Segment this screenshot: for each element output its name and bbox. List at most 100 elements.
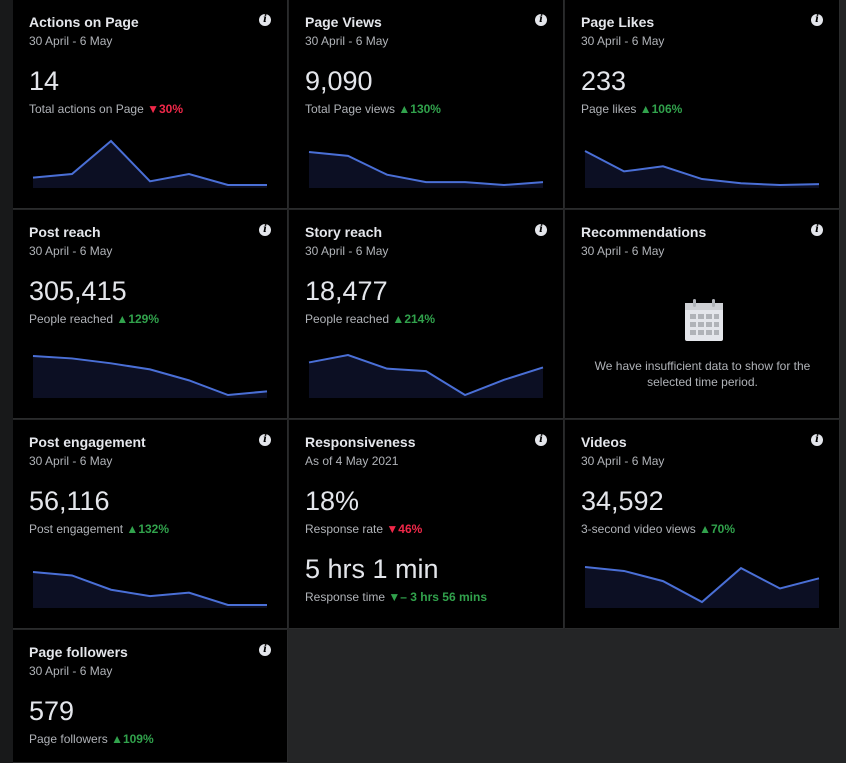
card-title: Page Views — [305, 14, 382, 30]
metric-change: 106% — [651, 102, 683, 116]
empty-state-message: We have insufficient data to show for th… — [594, 359, 811, 389]
trend-down-icon: ▼ — [388, 590, 401, 604]
sparkline-chart — [308, 353, 544, 398]
metric-change: 214% — [404, 312, 436, 326]
metric-change: 109% — [122, 732, 154, 746]
metric-label: Page followers — [29, 732, 108, 746]
trend-up-icon: ▲ — [116, 312, 129, 326]
metric-value: 18,477 — [305, 276, 388, 306]
card-date: 30 April - 6 May — [29, 664, 113, 678]
card-date: 30 April - 6 May — [581, 454, 665, 468]
trend-up-icon: ▲ — [699, 522, 711, 536]
card-actions-on-page[interactable]: Actions on Page i 30 April - 6 May 14 To… — [13, 0, 288, 209]
info-icon[interactable]: i — [535, 14, 547, 26]
trend-up-icon: ▲ — [392, 312, 405, 326]
card-date: 30 April - 6 May — [29, 454, 113, 468]
metric-value: 14 — [29, 66, 60, 96]
info-icon[interactable]: i — [811, 434, 823, 446]
metric-label-row: Total actions on Page ▼30% — [29, 102, 183, 116]
card-title: Page Likes — [581, 14, 655, 30]
info-icon[interactable]: i — [535, 224, 547, 236]
metric-value: 56,116 — [29, 486, 110, 516]
metric-label: Total Page views — [305, 102, 396, 116]
card-responsiveness[interactable]: Responsiveness i As of 4 May 2021 18% Re… — [289, 420, 564, 629]
metric-label: Post engagement — [29, 522, 124, 536]
card-story-reach[interactable]: Story reach i 30 April - 6 May 18,477 Pe… — [289, 210, 564, 419]
card-post-reach[interactable]: Post reach i 30 April - 6 May 305,415 Pe… — [13, 210, 288, 419]
card-title: Videos — [581, 434, 627, 450]
metric-label: 3-second video views — [581, 522, 696, 536]
card-page-likes[interactable]: Page Likes i 30 April - 6 May 233 Page l… — [565, 0, 840, 209]
metric-label-row: People reached ▲214% — [305, 312, 435, 326]
trend-up-icon: ▲ — [111, 732, 123, 746]
trend-up-icon: ▲ — [639, 102, 652, 116]
metric-label-row: People reached ▲129% — [29, 312, 159, 326]
response-time-row: Response time ▼– 3 hrs 56 mins — [305, 590, 487, 604]
metric-label-row: Total Page views ▲130% — [305, 102, 441, 116]
sparkline-area — [585, 151, 819, 188]
card-page-followers[interactable]: Page followers i 30 April - 6 May 579 Pa… — [13, 630, 288, 763]
metric-label: People reached — [29, 312, 114, 326]
card-videos[interactable]: Videos i 30 April - 6 May 34,592 3-secon… — [565, 420, 840, 629]
sparkline-chart — [32, 139, 268, 188]
metric-change: 30% — [158, 102, 184, 116]
metric-label-row: Response rate ▼46% — [305, 522, 422, 536]
card-title: Recommendations — [581, 224, 707, 240]
info-icon[interactable]: i — [811, 224, 823, 236]
info-icon[interactable]: i — [259, 14, 271, 26]
trend-up-icon: ▲ — [398, 102, 411, 116]
metric-label-row: Page followers ▲109% — [29, 732, 154, 746]
sparkline-chart — [584, 566, 820, 608]
sparkline-chart — [308, 151, 544, 188]
card-date: 30 April - 6 May — [305, 244, 389, 258]
metric-label: People reached — [305, 312, 390, 326]
sparkline-area — [309, 152, 543, 188]
trend-down-icon: ▼ — [147, 102, 159, 116]
card-title: Story reach — [305, 224, 383, 240]
info-icon[interactable]: i — [259, 644, 271, 656]
metric-change: 132% — [138, 522, 170, 536]
trend-down-icon: ▼ — [386, 522, 399, 536]
calendar-icon — [685, 299, 723, 341]
metric-change: 130% — [410, 102, 441, 116]
sparkline-chart — [584, 150, 820, 188]
card-recommendations[interactable]: Recommendations i 30 April - 6 May We ha… — [565, 210, 840, 419]
sparkline-area — [309, 355, 543, 398]
info-icon[interactable]: i — [535, 434, 547, 446]
card-title: Actions on Page — [29, 14, 139, 30]
card-date: 30 April - 6 May — [29, 244, 113, 258]
card-title: Responsiveness — [305, 434, 416, 450]
sparkline-chart — [32, 355, 268, 398]
metric-value: 233 — [581, 66, 627, 96]
info-icon[interactable]: i — [811, 14, 823, 26]
sparkline-chart — [32, 571, 268, 608]
sparkline-area — [33, 572, 267, 608]
card-page-views[interactable]: Page Views i 30 April - 6 May 9,090 Tota… — [289, 0, 564, 209]
card-date: 30 April - 6 May — [29, 34, 113, 48]
metric-change: 129% — [128, 312, 160, 326]
sparkline-area — [585, 567, 819, 608]
metric-label: Total actions on Page — [29, 102, 144, 116]
sparkline-area — [33, 356, 267, 398]
card-date: 30 April - 6 May — [305, 34, 389, 48]
card-title: Post engagement — [29, 434, 146, 450]
response-rate-value: 18% — [305, 486, 360, 516]
response-time-label: Response time — [305, 590, 386, 604]
left-margin — [0, 0, 13, 763]
metric-value: 9,090 — [305, 66, 373, 96]
metric-label-row: Post engagement ▲132% — [29, 522, 169, 536]
card-post-engagement[interactable]: Post engagement i 30 April - 6 May 56,11… — [13, 420, 288, 629]
card-date: 30 April - 6 May — [581, 244, 665, 258]
metric-label: Page likes — [581, 102, 637, 116]
response-time-change: – 3 hrs 56 mins — [400, 590, 487, 604]
trend-up-icon: ▲ — [126, 522, 139, 536]
metric-change: 70% — [710, 522, 735, 536]
card-date: As of 4 May 2021 — [305, 454, 399, 468]
card-title: Page followers — [29, 644, 128, 660]
response-rate-label: Response rate — [305, 522, 384, 536]
info-icon[interactable]: i — [259, 434, 271, 446]
metric-value: 305,415 — [29, 276, 127, 306]
response-rate-change: 46% — [398, 522, 423, 536]
metric-label-row: 3-second video views ▲70% — [581, 522, 735, 536]
info-icon[interactable]: i — [259, 224, 271, 236]
